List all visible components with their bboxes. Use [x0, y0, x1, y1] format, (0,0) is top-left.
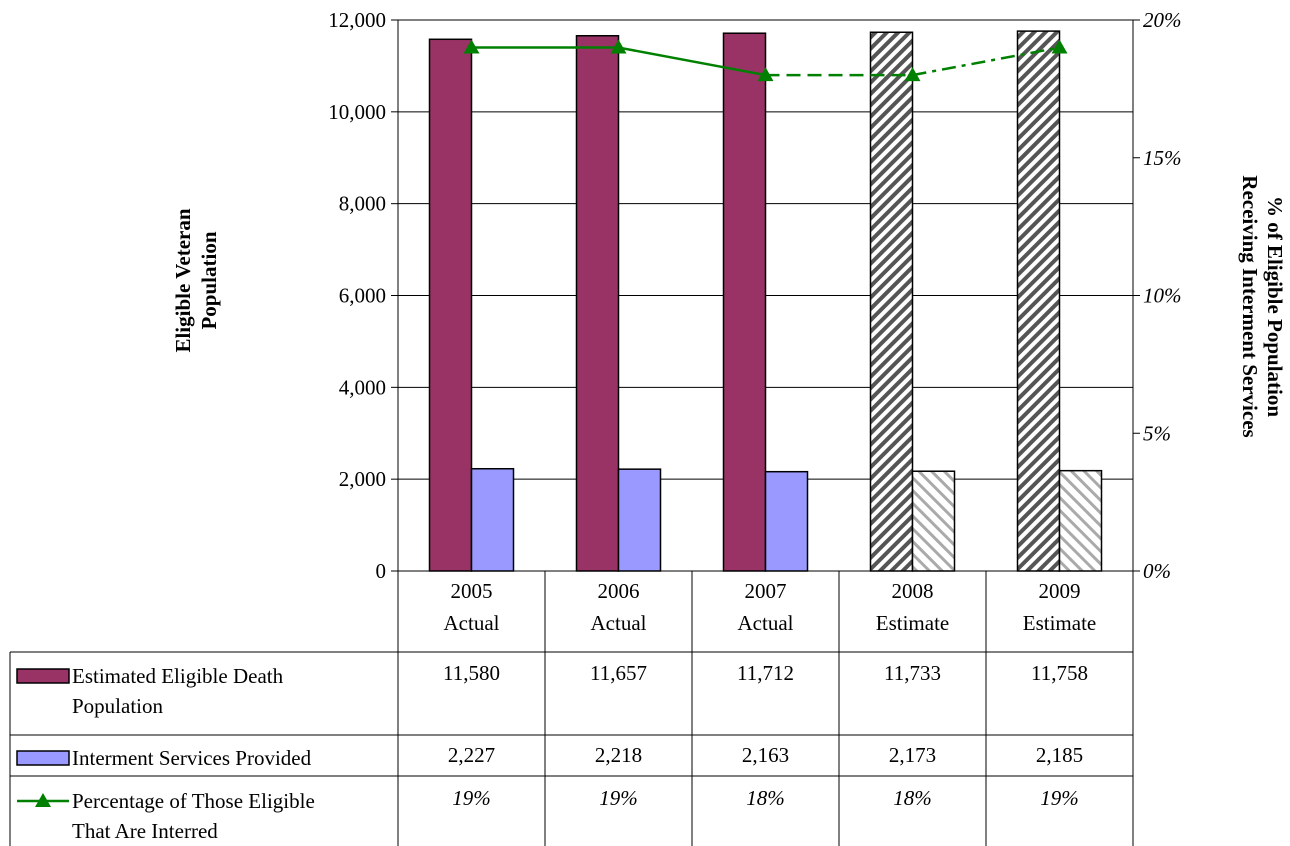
bar-eligible-death-4	[1016, 30, 1061, 572]
percentage-point	[610, 39, 627, 54]
legend-label: Interment Services Provided	[72, 746, 312, 770]
bar-eligible-death-0	[428, 38, 473, 572]
legend-label: Estimated Eligible Death	[72, 664, 284, 688]
percentage-point	[463, 39, 480, 54]
percentage-point	[1051, 39, 1068, 54]
line-series	[463, 39, 1068, 82]
bar-eligible-death-1	[575, 34, 620, 572]
table-value: 18%	[746, 786, 785, 810]
table-value: 11,733	[884, 661, 941, 685]
legend-swatch-interment	[16, 750, 70, 766]
left-tick-label: 12,000	[328, 8, 386, 32]
bar-eligible-death-2	[722, 32, 767, 572]
left-axis-title: Eligible Veteran	[171, 208, 195, 352]
category-label: Estimate	[876, 611, 949, 635]
category-label: 2006	[598, 579, 640, 603]
table-value: 2,218	[595, 743, 642, 767]
legend-swatch-eligible-death	[16, 668, 70, 684]
bar-eligible-death-3	[869, 31, 914, 572]
right-tick-label: 10%	[1143, 284, 1182, 308]
table-value: 18%	[893, 786, 932, 810]
table-value: 11,758	[1031, 661, 1088, 685]
right-axis-title: Receiving Interment Services	[1238, 175, 1262, 437]
left-tick-label: 2,000	[339, 467, 386, 491]
percentage-line-segment	[912, 46, 1060, 77]
category-label: Actual	[444, 611, 500, 635]
percentage-point	[757, 67, 774, 82]
percentage-point	[904, 67, 921, 82]
table-value: 2,227	[448, 743, 495, 767]
bar-interment-2	[764, 470, 809, 572]
table-value: 11,712	[737, 661, 794, 685]
right-tick-label: 20%	[1143, 8, 1182, 32]
percentage-line-segment	[618, 46, 766, 77]
legend-label: Population	[72, 694, 164, 718]
table-value: 11,657	[590, 661, 647, 685]
data-table: 2005 Actual 2006 Actual 2007 Actual 2008 Estima…	[9, 571, 1134, 846]
category-label: 2009	[1039, 579, 1081, 603]
legend-triangle-marker	[35, 793, 51, 807]
table-value: 2,173	[889, 743, 936, 767]
category-label: 2008	[892, 579, 934, 603]
bar-interment-0	[470, 467, 515, 572]
table-value: 19%	[599, 786, 638, 810]
bar-marks	[428, 30, 1103, 572]
bar-interment-1	[617, 468, 662, 572]
right-tick-label: 15%	[1143, 146, 1182, 170]
left-axis-title: Population	[197, 231, 221, 329]
right-tick-label: 0%	[1143, 559, 1171, 583]
left-tick-label: 0	[376, 559, 387, 583]
bar-interment-4	[1058, 469, 1103, 572]
left-tick-label: 6,000	[339, 284, 386, 308]
category-label: 2005	[451, 579, 493, 603]
left-tick-label: 4,000	[339, 375, 386, 399]
category-label: Estimate	[1023, 611, 1096, 635]
right-axis-title: % of Eligible Population	[1263, 196, 1287, 417]
legend-label: Percentage of Those Eligible	[72, 789, 315, 813]
left-tick-label: 10,000	[328, 100, 386, 124]
left-tick-label: 8,000	[339, 192, 386, 216]
table-value: 2,185	[1036, 743, 1083, 767]
bar-interment-3	[911, 470, 956, 572]
table-value: 2,163	[742, 743, 789, 767]
table-value: 11,580	[443, 661, 500, 685]
table-value: 19%	[452, 786, 491, 810]
legend-label: That Are Interred	[72, 819, 218, 843]
category-label: Actual	[591, 611, 647, 635]
category-label: 2007	[745, 579, 787, 603]
right-tick-label: 5%	[1143, 421, 1171, 445]
category-label: Actual	[738, 611, 794, 635]
table-value: 19%	[1040, 786, 1079, 810]
axes: 0 2,000 4,000 6,000 8,000 10,000 12,000 0% 5% 10%…	[171, 8, 1287, 583]
